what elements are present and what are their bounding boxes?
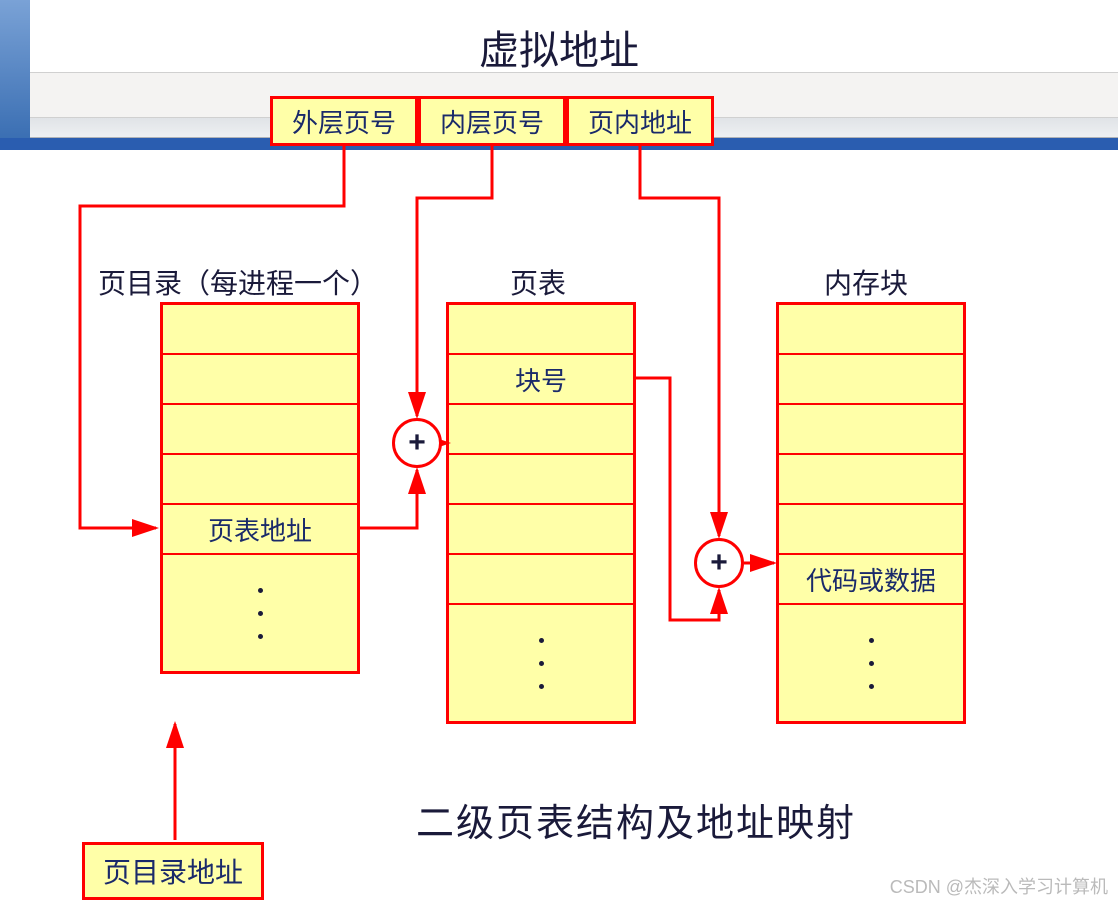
- adder-2-icon: +: [694, 538, 744, 588]
- table-row: [163, 455, 357, 505]
- adder-1-icon: +: [392, 418, 442, 468]
- table-row: [163, 355, 357, 405]
- table-row: [449, 455, 633, 505]
- page-table-addr-cell: 页表地址: [163, 505, 357, 555]
- page-title: 虚拟地址: [0, 18, 1118, 76]
- table-row: [163, 405, 357, 455]
- table-row: [779, 455, 963, 505]
- table-row: [449, 305, 633, 355]
- va-outer-page: 外层页号: [270, 96, 418, 146]
- label-page-dir: 页目录（每进程一个）: [98, 262, 378, 302]
- page-dir-table: 页表地址: [160, 302, 360, 674]
- table-row: [779, 355, 963, 405]
- code-or-data-cell: 代码或数据: [779, 555, 963, 605]
- table-dots: [163, 555, 357, 671]
- watermark: CSDN @杰深入学习计算机: [890, 873, 1108, 899]
- table-row: [779, 505, 963, 555]
- table-row: [779, 305, 963, 355]
- page-table: 块号: [446, 302, 636, 724]
- table-row: [449, 555, 633, 605]
- va-inner-page: 内层页号: [418, 96, 566, 146]
- va-offset: 页内地址: [566, 96, 714, 146]
- table-row: [449, 505, 633, 555]
- label-mem-block: 内存块: [824, 262, 908, 302]
- block-no-cell: 块号: [449, 355, 633, 405]
- table-row: [779, 405, 963, 455]
- table-dots: [779, 605, 963, 721]
- label-page-table: 页表: [510, 262, 566, 302]
- dir-addr-box: 页目录地址: [82, 842, 264, 900]
- table-row: [163, 305, 357, 355]
- table-dots: [449, 605, 633, 721]
- mem-table: 代码或数据: [776, 302, 966, 724]
- diagram-caption: 二级页表结构及地址映射: [416, 792, 856, 847]
- table-row: [449, 405, 633, 455]
